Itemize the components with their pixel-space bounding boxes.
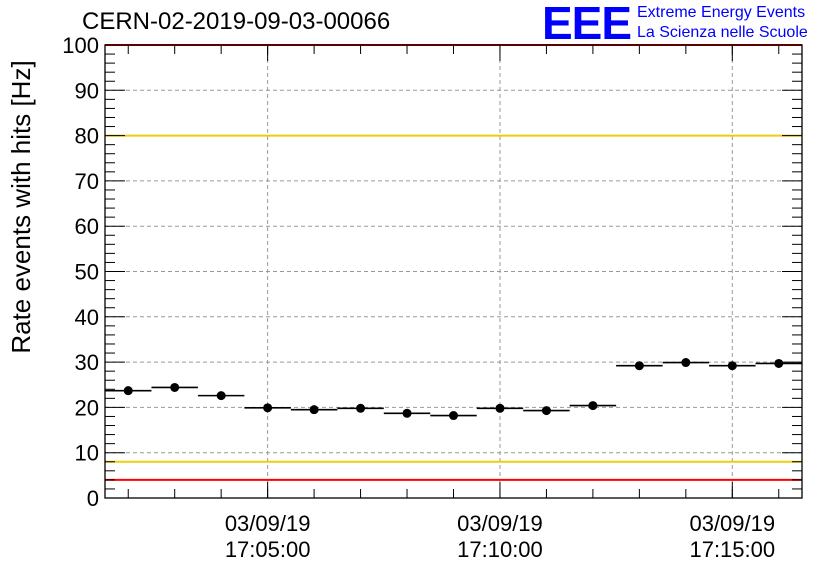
data-point [402, 408, 412, 418]
data-point [170, 382, 180, 392]
axis-ticks [105, 44, 802, 499]
y-tick-label: 60 [75, 214, 99, 239]
grid-lines [105, 45, 802, 498]
data-point [588, 401, 598, 411]
data-point [356, 403, 366, 413]
data-point [309, 405, 319, 415]
x-tick-date-label: 03/09/19 [457, 511, 543, 536]
y-tick-label: 20 [75, 395, 99, 420]
data-point [495, 403, 505, 413]
y-tick-label: 0 [87, 486, 99, 511]
y-tick-label: 40 [75, 305, 99, 330]
y-tick-label: 90 [75, 78, 99, 103]
y-tick-label: 100 [62, 33, 99, 58]
chart-title: CERN-02-2019-09-03-00066 [82, 8, 391, 35]
y-tick-label: 30 [75, 350, 99, 375]
logo-line-1: Extreme Energy Events [637, 4, 806, 21]
x-tick-date-label: 03/09/19 [689, 511, 775, 536]
y-tick-label: 70 [75, 169, 99, 194]
eee-logo: EEE [542, 0, 632, 49]
data-point [774, 358, 784, 368]
data-point [216, 391, 226, 401]
data-point [541, 406, 551, 416]
plot-frame [104, 44, 803, 499]
y-axis-title: Rate events with hits [Hz] [6, 60, 36, 353]
data-point [123, 386, 133, 396]
y-tick-labels: 0 10 20 30 40 50 60 70 80 90 100 [62, 33, 99, 511]
data-point [449, 411, 458, 421]
data-point [634, 361, 644, 371]
y-tick-label: 50 [75, 260, 99, 285]
logo-line-2: La Scienza nelle Scuole [637, 24, 808, 41]
y-tick-label: 10 [75, 441, 99, 466]
data-point [263, 403, 273, 413]
x-tick-time-label: 17:05:00 [225, 537, 311, 562]
data-points [105, 358, 802, 421]
x-tick-date-label: 03/09/19 [225, 511, 311, 536]
x-tick-time-label: 17:10:00 [457, 537, 543, 562]
x-tick-labels: 03/09/1917:05:0003/09/1917:10:0003/09/19… [225, 511, 775, 562]
data-point [681, 358, 691, 368]
data-point [727, 361, 737, 371]
x-tick-time-label: 17:15:00 [689, 537, 775, 562]
y-tick-label: 80 [75, 124, 99, 149]
